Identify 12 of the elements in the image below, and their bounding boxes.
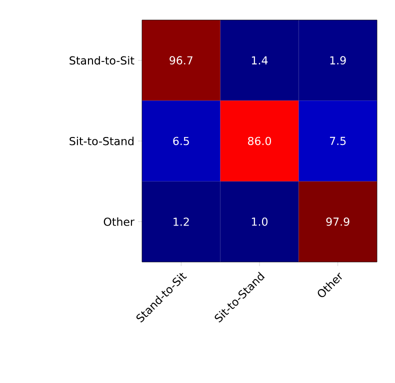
data-label: 1.0 (252, 218, 268, 226)
data-label: 86.0 (248, 136, 272, 146)
y-tick-label: Other (104, 217, 134, 226)
data-label: 7.5 (330, 136, 346, 146)
data-label: 97.9 (326, 218, 350, 226)
data-label: 96.7 (170, 56, 192, 64)
y-tick-label: Stand-to-Sit (70, 56, 134, 65)
y-tick-label: Sit-to-Stand (70, 136, 134, 146)
data-label: 1.4 (252, 56, 268, 64)
data-label: 1.2 (174, 218, 189, 226)
data-label: 1.9 (330, 56, 346, 64)
data-label: 6.5 (173, 136, 189, 146)
